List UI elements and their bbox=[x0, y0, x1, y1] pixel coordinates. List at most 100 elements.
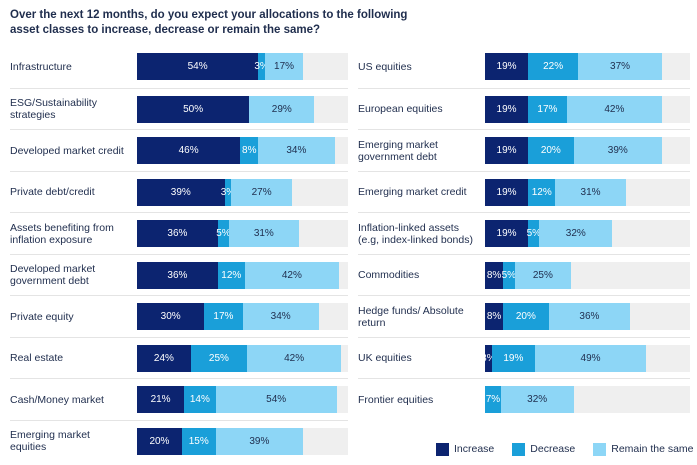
data-label: 20% bbox=[540, 145, 561, 156]
bar-row: Assets benefiting from inflation exposur… bbox=[10, 212, 348, 254]
legend-remain-swatch bbox=[593, 442, 607, 456]
data-label: 19% bbox=[496, 228, 517, 239]
category-label: Assets benefiting from inflation exposur… bbox=[10, 221, 114, 246]
data-label: 17% bbox=[213, 311, 234, 322]
category-label: Developed market government debt bbox=[10, 263, 96, 287]
data-label: 19% bbox=[503, 352, 524, 364]
bar-track: 21% 14% 54% bbox=[137, 386, 348, 413]
bar-row: ESG/Sustainability strategies 50% 29% bbox=[10, 87, 348, 130]
bar-track: 30% 17% 34% bbox=[137, 303, 348, 330]
bar-segment-decrease: 15% bbox=[181, 427, 216, 455]
data-label: 19% bbox=[496, 61, 517, 72]
bar-track: 50% 29% bbox=[137, 95, 348, 123]
data-label: 42% bbox=[604, 103, 625, 115]
right-chart-panel: US equities 19% 22% 37% European equities 19%… bbox=[358, 46, 690, 429]
bar-track: 20% 15% 39% bbox=[137, 427, 348, 455]
legend-decrease-label: Decrease bbox=[530, 443, 576, 455]
bar-segment-remain: 37% bbox=[578, 53, 663, 80]
data-label: 15% bbox=[188, 435, 209, 447]
data-label: 39% bbox=[249, 435, 270, 447]
data-label: 7% bbox=[485, 394, 501, 405]
chart-title: Over the next 12 months, do you expect y… bbox=[10, 9, 408, 36]
data-label: 46% bbox=[178, 145, 199, 156]
bar-segment-decrease: 20% bbox=[503, 303, 549, 330]
data-label: 42% bbox=[284, 352, 305, 364]
category-label: Emerging market equities bbox=[10, 429, 90, 453]
bar-segment-remain: 31% bbox=[555, 178, 626, 206]
bar-segment-decrease: 8% bbox=[240, 137, 259, 164]
category-label: Commodities bbox=[358, 269, 420, 281]
bar-segment-remain: 32% bbox=[500, 386, 574, 413]
data-label: 19% bbox=[496, 186, 517, 198]
bar-segment-remain: 17% bbox=[264, 53, 304, 80]
bar-track: 8% 20% 36% bbox=[485, 303, 690, 330]
data-label: 5% bbox=[216, 228, 231, 239]
bar-row: European equities 19% 17% 42% bbox=[358, 87, 690, 130]
bar-row: Real estate 24% 25% 42% bbox=[10, 336, 348, 379]
category-label: Private equity bbox=[10, 310, 74, 323]
bar-row: Infrastructure 54% 3% 17% bbox=[10, 46, 348, 87]
bar-track: 39% 3% 27% bbox=[137, 178, 348, 206]
bar-segment-increase: 8% bbox=[485, 261, 504, 289]
legend-remain: Remain the same bbox=[593, 442, 694, 456]
data-label: 25% bbox=[532, 269, 553, 281]
category-label: US equities bbox=[358, 60, 412, 73]
bar-segment-remain: 27% bbox=[231, 178, 292, 206]
data-label: 3% bbox=[220, 186, 236, 198]
bar-row: Emerging market equities 20% 15% 39% bbox=[10, 419, 348, 462]
bar-track: 8% 5% 25% bbox=[485, 261, 690, 289]
bar-track: 24% 25% 42% bbox=[137, 344, 348, 372]
bar-segment-remain: 25% bbox=[514, 261, 572, 289]
bar-segment-decrease: 22% bbox=[528, 53, 579, 80]
bar-segment-increase: 20% bbox=[137, 427, 182, 455]
bar-segment-increase: 19% bbox=[485, 95, 529, 123]
data-label: 22% bbox=[543, 61, 564, 72]
bar-segment-decrease: 5% bbox=[502, 261, 516, 289]
data-label: 42% bbox=[281, 269, 302, 281]
data-label: 34% bbox=[286, 145, 307, 156]
category-label: Cash/Money market bbox=[10, 393, 104, 406]
data-label: 12% bbox=[221, 269, 242, 281]
data-label: 50% bbox=[183, 103, 204, 115]
bar-segment-decrease: 5% bbox=[527, 220, 541, 247]
bar-row: Hedge funds/ Absolute return 8% 20% 36% bbox=[358, 295, 690, 337]
data-label: 17% bbox=[537, 103, 558, 115]
bar-track: 46% 8% 34% bbox=[137, 137, 348, 164]
bar-segment-increase: 39% bbox=[137, 178, 225, 206]
legend-increase-swatch bbox=[436, 442, 449, 456]
data-label: 31% bbox=[253, 228, 274, 239]
bar-segment-increase: 24% bbox=[137, 344, 191, 372]
bar-segment-increase: 19% bbox=[485, 53, 529, 80]
data-label: 17% bbox=[274, 61, 295, 72]
bar-segment-remain: 42% bbox=[244, 261, 340, 289]
legend-remain-label: Remain the same bbox=[611, 443, 694, 455]
data-label: 19% bbox=[496, 145, 517, 156]
bar-track: 54% 3% 17% bbox=[137, 53, 348, 80]
bar-segment-increase: 3% bbox=[481, 344, 496, 372]
bar-track: 36% 5% 31% bbox=[137, 220, 348, 247]
data-label: 37% bbox=[610, 61, 631, 72]
bar-row: Cash/Money market 21% 14% 54% bbox=[10, 378, 348, 420]
legend-increase: Increase bbox=[436, 442, 494, 456]
bar-row: Developed market government debt 36% 12% 42… bbox=[10, 253, 348, 296]
data-label: 24% bbox=[153, 352, 174, 364]
data-label: 19% bbox=[496, 103, 517, 115]
bar-segment-remain: 42% bbox=[247, 344, 342, 372]
bar-track: 7% 32% bbox=[485, 386, 690, 413]
legend-decrease: Decrease bbox=[512, 442, 576, 456]
data-label: 49% bbox=[580, 352, 601, 364]
category-label: Real estate bbox=[10, 352, 64, 364]
bar-track: 3% 19% 49% bbox=[481, 344, 690, 372]
bar-row: Emerging market credit 19% 12% 31% bbox=[358, 170, 690, 213]
bar-row: Emerging market government debt 19% 20% 39% bbox=[358, 129, 690, 171]
bar-segment-increase: 30% bbox=[137, 303, 205, 330]
bar-segment-increase: 8% bbox=[485, 303, 504, 330]
bar-row: US equities 19% 22% 37% bbox=[358, 46, 690, 87]
category-label: Inflation-linked assets (e.g, index-link… bbox=[358, 221, 473, 246]
bar-segment-decrease: 14% bbox=[184, 386, 216, 413]
data-label: 36% bbox=[167, 228, 188, 239]
data-label: 39% bbox=[170, 186, 191, 198]
category-label: Emerging market government debt bbox=[358, 138, 438, 163]
bar-segment-remain: 34% bbox=[242, 303, 319, 330]
data-label: 39% bbox=[607, 145, 628, 156]
